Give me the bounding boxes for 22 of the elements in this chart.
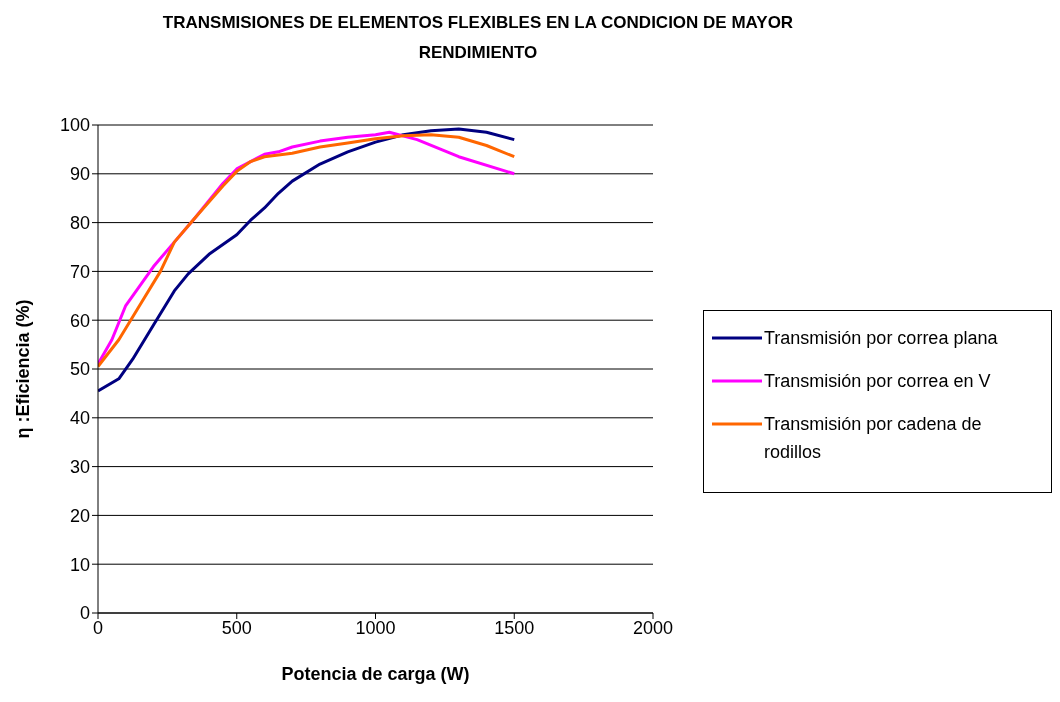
x-axis-title: Potencia de carga (W) (281, 664, 470, 684)
legend-label: Transmisión por correa plana (764, 327, 998, 350)
y-tick-label: 90 (69, 164, 90, 185)
y-tick-label: 40 (69, 408, 90, 429)
x-tick-label: 0 (92, 617, 104, 638)
x-tick-label: 1000 (355, 617, 396, 638)
y-axis-title: η :Eficiencia (%) (13, 299, 34, 439)
y-tick-label: 0 (79, 603, 90, 624)
x-tick-label: 2000 (632, 617, 674, 638)
y-tick-label: 10 (69, 554, 90, 575)
y-tick-label: 20 (69, 505, 90, 526)
y-tick-label: 50 (69, 359, 90, 380)
legend-label: Transmisión por cadena de rodillos (764, 413, 983, 464)
legend-label: Transmisión por correa en V (764, 370, 991, 393)
y-tick-label: 60 (69, 310, 90, 331)
y-tick-label: 100 (59, 115, 90, 136)
y-tick-label: 30 (69, 456, 90, 477)
x-tick-label: 1500 (494, 617, 535, 638)
y-tick-label: 70 (69, 261, 90, 282)
y-tick-label: 80 (69, 212, 90, 233)
x-tick-label: 500 (221, 617, 252, 638)
chart-title: TRANSMISIONES DE ELEMENTOS FLEXIBLES EN LA CONDICION DE MAYOR RENDIMIENTO (161, 12, 795, 64)
